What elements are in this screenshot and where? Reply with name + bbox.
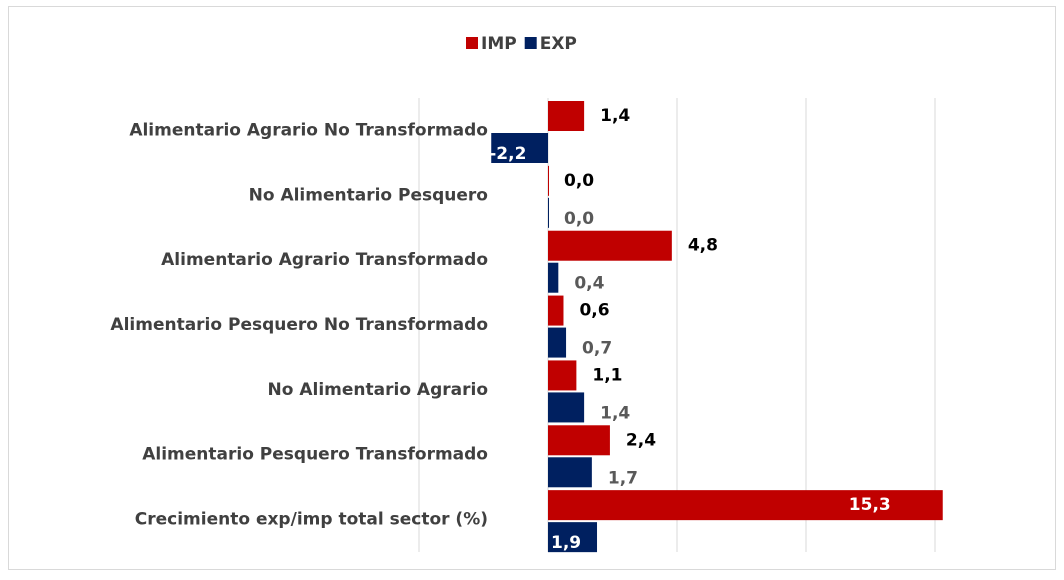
data-label: 1,4 (600, 403, 630, 423)
category-label: No Alimentario Agrario (268, 380, 488, 400)
data-label: 15,3 (849, 495, 891, 515)
data-label: 1,4 (600, 106, 630, 126)
bar (548, 490, 943, 521)
bar (548, 392, 585, 423)
bar (548, 101, 585, 131)
bar (548, 425, 610, 456)
data-label: 1,1 (592, 365, 622, 385)
data-label: 0,0 (564, 209, 594, 229)
bar (548, 360, 577, 391)
data-label: 0,7 (582, 339, 612, 359)
legend-swatch (466, 37, 478, 49)
data-label: 0,0 (564, 171, 594, 191)
data-label: 1,9 (551, 533, 581, 553)
bar (548, 522, 598, 553)
bar (491, 133, 548, 163)
data-label: 0,6 (579, 301, 609, 321)
bar (548, 457, 592, 488)
category-label: Alimentario Pesquero Transformado (142, 445, 488, 465)
legend-label: IMP (481, 34, 517, 54)
data-label: 2,4 (626, 430, 656, 450)
bar (548, 230, 672, 261)
bar (548, 262, 559, 293)
legend: IMP EXP (466, 34, 577, 54)
bar (548, 295, 564, 326)
category-label: Crecimiento exp/imp total sector (%) (135, 510, 488, 530)
category-label: Alimentario Pesquero No Transformado (110, 315, 488, 335)
data-label: 0,4 (574, 274, 604, 294)
bar (548, 165, 549, 196)
category-label: No Alimentario Pesquero (249, 185, 488, 205)
bar (548, 327, 567, 358)
bar (548, 197, 549, 228)
category-label: Alimentario Agrario Transformado (161, 250, 488, 270)
category-label: Alimentario Agrario No Transformado (129, 120, 488, 140)
legend-label: EXP (540, 34, 577, 54)
legend-swatch (524, 37, 537, 49)
chart-border (8, 6, 1056, 570)
data-label: 1,7 (608, 468, 638, 488)
data-label: -2,2 (489, 144, 526, 164)
data-label: 4,8 (688, 236, 718, 256)
